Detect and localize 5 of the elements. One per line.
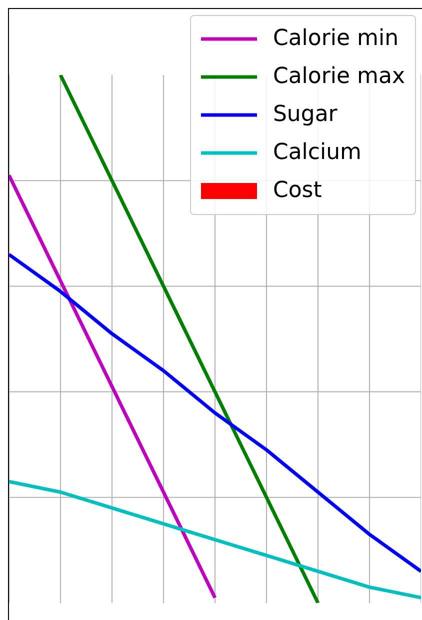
legend-label: Cost — [272, 177, 322, 205]
legend-label: Sugar — [272, 101, 338, 129]
legend-label: Calcium — [272, 139, 362, 167]
legend-label: Calorie min — [272, 25, 399, 53]
legend-label: Calorie max — [272, 63, 405, 91]
